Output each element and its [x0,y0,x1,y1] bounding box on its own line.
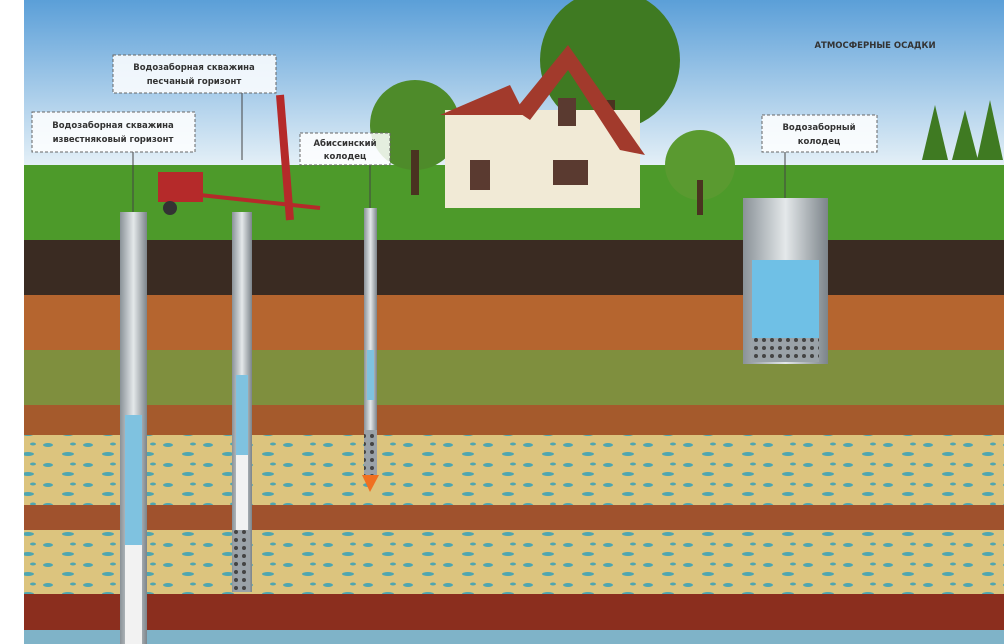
label-line: колодец [798,137,841,147]
scene [24,0,1004,644]
annotation: АТМОСФЕРНЫЕ ОСАДКИ [814,41,935,51]
label-line: Водозаборная скважина [133,62,255,73]
label-line: Абиссинский [313,138,376,149]
label-line: колодец [324,152,367,162]
label-line: Водозаборный [782,122,855,133]
label-line: известняковый горизонт [53,135,174,145]
label-line: песчаный горизонт [147,77,242,87]
label-line: Водозаборная скважина [52,120,174,131]
